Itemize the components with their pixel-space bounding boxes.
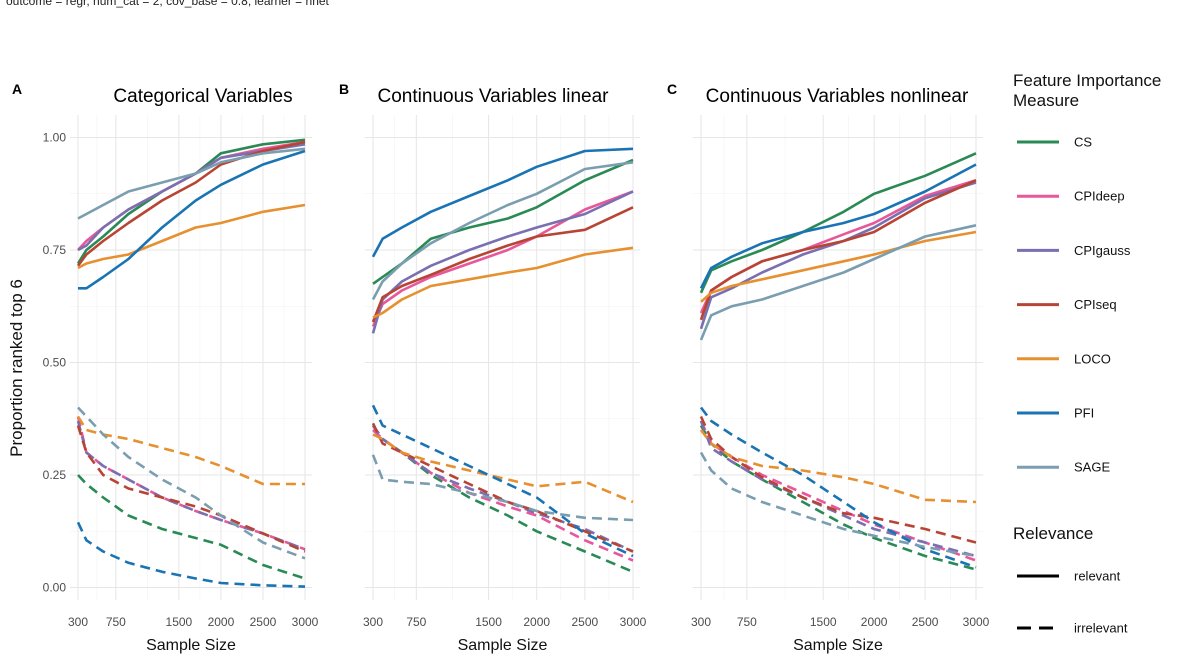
panel-c-x-tick-label: 1500 bbox=[810, 615, 837, 629]
panel-c-x-tick-label: 2500 bbox=[912, 615, 939, 629]
legend-label-cs: CS bbox=[1074, 135, 1092, 150]
panel-a-x-tick-label: 2000 bbox=[208, 615, 235, 629]
panel-b-x-tick-label: 750 bbox=[406, 615, 426, 629]
panel-c-tag: C bbox=[667, 81, 677, 97]
panel-b-series-loco-relevant bbox=[372, 246, 634, 319]
legend-relevance-title: Relevance bbox=[1013, 524, 1093, 543]
legend-label-cpideep: CPIdeep bbox=[1074, 189, 1125, 204]
panel-a-x-axis-label: Sample Size bbox=[146, 637, 236, 654]
legend-label-irrelevant: irrelevant bbox=[1074, 621, 1128, 636]
panel-a-series-loco-irrelevant bbox=[76, 415, 305, 486]
panel-a-x-tick-label: 2500 bbox=[250, 615, 277, 629]
panel-c-title: Continuous Variables nonlinear bbox=[706, 86, 969, 107]
panel-b-series-sage-irrelevant bbox=[371, 454, 634, 522]
panel-a-title: Categorical Variables bbox=[113, 86, 292, 107]
panel-a-x-tick-label: 750 bbox=[106, 615, 126, 629]
panel-b-series-loco-irrelevant bbox=[372, 433, 634, 504]
legend-label-loco: LOCO bbox=[1074, 351, 1111, 366]
panel-c-x-axis-label: Sample Size bbox=[793, 637, 883, 654]
panel-b-series-cpideep-irrelevant bbox=[372, 429, 634, 562]
panel-b-x-tick-label: 300 bbox=[363, 615, 383, 629]
panel-b-series-cs-irrelevant bbox=[371, 424, 634, 573]
panel-a-series-pfi-irrelevant bbox=[76, 521, 306, 588]
y-tick-label: 0.50 bbox=[43, 356, 67, 370]
panel-b-series-cs-relevant bbox=[372, 158, 634, 285]
panel-a-tag: A bbox=[12, 81, 22, 97]
y-tick-label: 0.75 bbox=[43, 243, 67, 257]
panel-c-series-pfi-irrelevant bbox=[699, 406, 977, 569]
panel-c-x-tick-label: 3000 bbox=[963, 615, 990, 629]
legend-label-cpigauss: CPIgauss bbox=[1074, 243, 1131, 258]
panel-b-x-tick-label: 1500 bbox=[475, 615, 502, 629]
panel-c-x-tick-label: 2000 bbox=[861, 615, 888, 629]
legend-label-pfi: PFI bbox=[1074, 406, 1094, 421]
y-tick-label: 0.00 bbox=[43, 581, 67, 595]
panel-c-series-pfi-relevant bbox=[699, 163, 977, 289]
panel-b-title: Continuous Variables linear bbox=[378, 86, 610, 107]
panel-a-series-cs-irrelevant bbox=[77, 474, 306, 580]
panel-b-series-cpigauss-irrelevant bbox=[371, 424, 634, 553]
panel-a-x-tick-label: 300 bbox=[68, 615, 88, 629]
panel-c-series-loco-irrelevant bbox=[699, 429, 977, 504]
panel-b-series-cpiseq-irrelevant bbox=[371, 422, 634, 553]
panel-b-series-pfi-relevant bbox=[371, 147, 634, 258]
panel-b-x-tick-label: 2000 bbox=[523, 615, 550, 629]
panel-a-x-tick-label: 1500 bbox=[166, 615, 193, 629]
panel-b-tag: B bbox=[339, 81, 349, 97]
panel-a-series-cpigauss-relevant bbox=[77, 143, 306, 252]
y-axis-label: Proportion ranked top 6 bbox=[7, 279, 26, 457]
panel-c-series-cs-irrelevant bbox=[699, 424, 977, 571]
panel-c-series-cpiseq-relevant bbox=[699, 179, 977, 321]
panel-c-series-sage-relevant bbox=[699, 224, 977, 341]
legend-label-sage: SAGE bbox=[1074, 460, 1110, 475]
y-tick-label: 1.00 bbox=[43, 131, 67, 145]
panel-c-series-loco-relevant bbox=[700, 230, 977, 303]
panel-b-series-cpigauss-relevant bbox=[371, 190, 634, 334]
panel-b-series-sage-relevant bbox=[371, 161, 634, 301]
panel-c-series-sage-irrelevant bbox=[699, 451, 977, 558]
panel-c-series-cpiseq-irrelevant bbox=[699, 415, 977, 544]
legend-label-relevant: relevant bbox=[1074, 569, 1121, 584]
panel-a-series-sage-relevant bbox=[77, 147, 306, 220]
panel-a-x-tick-label: 3000 bbox=[292, 615, 319, 629]
panel-a-series-sage-irrelevant bbox=[77, 406, 306, 560]
panel-a-series-cpiseq-irrelevant bbox=[76, 425, 306, 553]
panel-b-series-pfi-irrelevant bbox=[371, 404, 634, 558]
panel-b-x-tick-label: 3000 bbox=[620, 615, 647, 629]
panel-b-x-axis-label: Sample Size bbox=[458, 637, 548, 654]
panel-c-x-tick-label: 750 bbox=[737, 615, 757, 629]
panel-a-series-pfi-relevant bbox=[78, 149, 306, 290]
legend-label-cpiseq: CPIseq bbox=[1074, 297, 1117, 312]
panel-c-x-tick-label: 300 bbox=[691, 615, 711, 629]
panel-c-series-cpideep-relevant bbox=[699, 179, 977, 314]
panel-b-series-cpiseq-relevant bbox=[371, 206, 634, 323]
legend-measure-title-line2: Measure bbox=[1013, 91, 1079, 110]
y-tick-label: 0.25 bbox=[43, 468, 67, 482]
panel-a-series-loco-relevant bbox=[77, 203, 306, 270]
panel-c-series-cpigauss-relevant bbox=[699, 181, 977, 330]
panel-b-x-tick-label: 2500 bbox=[572, 615, 599, 629]
figure-caption: outcome = regr, num_cat = 2, cov_base = … bbox=[6, 0, 329, 8]
legend-measure-title: Feature Importance bbox=[1013, 71, 1161, 90]
